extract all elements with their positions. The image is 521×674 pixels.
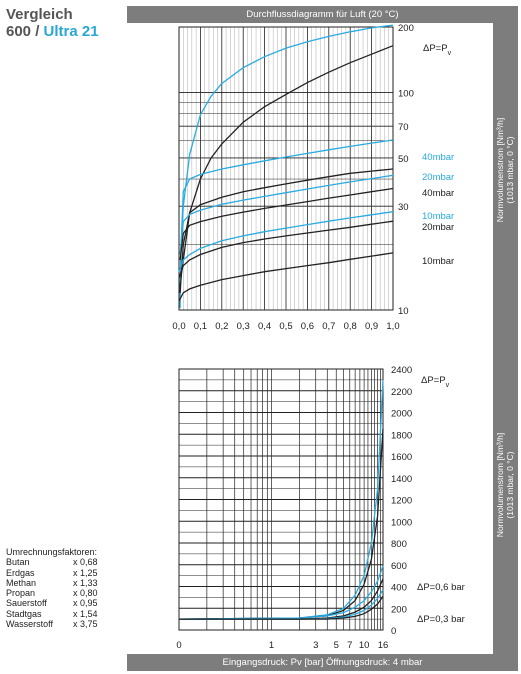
x-tick-label: 0,7 bbox=[322, 321, 335, 332]
x-tick-label: 5 bbox=[334, 640, 339, 651]
x-tick-label: 3 bbox=[313, 640, 318, 651]
factor-gas: Butan bbox=[6, 557, 30, 568]
annotation-label: 20mbar bbox=[422, 222, 454, 233]
y-tick-label: 70 bbox=[398, 122, 409, 133]
y-tick-label: 2200 bbox=[391, 387, 412, 398]
annotation-label: ΔP=0,6 bar bbox=[417, 582, 465, 593]
plot-frame bbox=[178, 368, 384, 631]
top-chart bbox=[178, 24, 394, 311]
annotation-label: ΔP=Pv bbox=[423, 43, 452, 57]
x-tick-label: 0,3 bbox=[237, 321, 250, 332]
series-line bbox=[179, 139, 394, 309]
factor-row: Propan x 0,80 bbox=[6, 588, 98, 598]
y-tick-label: 1800 bbox=[391, 430, 412, 441]
y-tick-label: 1000 bbox=[391, 517, 412, 528]
factor-row: Sauerstoff x 0,95 bbox=[6, 598, 98, 608]
factors-title: Umrechnungsfaktoren: bbox=[6, 547, 98, 557]
factor-row: Wasserstoff x 3,75 bbox=[6, 619, 98, 629]
y-tick-label: 2400 bbox=[391, 365, 412, 376]
heading-accent: Ultra 21 bbox=[43, 23, 99, 40]
y-tick-label: 200 bbox=[391, 604, 407, 615]
y-tick-label: 1400 bbox=[391, 474, 412, 485]
annotation-label: 10mbar bbox=[422, 256, 454, 267]
x-tick-label: 0,1 bbox=[194, 321, 207, 332]
series-line bbox=[178, 565, 384, 620]
annotation-label: 20mbar bbox=[422, 172, 454, 183]
factor-gas: Propan bbox=[6, 588, 36, 599]
series-line bbox=[178, 45, 394, 293]
series-line bbox=[178, 252, 394, 302]
heading-line1: Vergleich bbox=[6, 6, 73, 23]
factor-row: Methan x 1,33 bbox=[6, 578, 98, 588]
y-tick-label: 10 bbox=[398, 306, 409, 317]
bottom-chart bbox=[178, 368, 384, 631]
factor-gas: Methan bbox=[6, 577, 37, 588]
factor-value: x 0,80 bbox=[73, 588, 98, 599]
y-tick-label: 600 bbox=[391, 561, 407, 572]
y-tick-label: 1200 bbox=[391, 496, 412, 507]
factor-gas: Wasserstoff bbox=[6, 619, 54, 630]
series-line bbox=[179, 595, 384, 620]
series-line bbox=[179, 24, 394, 293]
annotation-label: 40mbar bbox=[422, 152, 454, 163]
series-line bbox=[179, 174, 394, 255]
x-tick-label: 0,4 bbox=[258, 321, 271, 332]
x-tick-label: 0,9 bbox=[365, 321, 378, 332]
factor-value: x 1,33 bbox=[73, 577, 98, 588]
factor-value: x 0,68 bbox=[73, 557, 98, 568]
y-tick-label: 800 bbox=[391, 539, 407, 550]
heading-line2: 600 / Ultra 21 bbox=[6, 23, 99, 40]
series-line bbox=[178, 211, 394, 272]
y-tick-label: 1600 bbox=[391, 452, 412, 463]
annotation-label: ΔP=0,3 bar bbox=[417, 614, 465, 625]
page-heading: Vergleich 600 / Ultra 21 bbox=[6, 6, 99, 40]
top-bar-title: Durchflussdiagramm für Luft (20 °C) bbox=[127, 6, 518, 23]
factor-value: x 1,25 bbox=[73, 567, 98, 578]
factor-value: x 3,75 bbox=[73, 619, 98, 630]
plot-frame bbox=[178, 26, 394, 311]
annotation-label: 10mbar bbox=[422, 211, 454, 222]
x-tick-label: 0,0 bbox=[172, 321, 185, 332]
y-tick-label: 50 bbox=[398, 154, 409, 165]
y-tick-label: 0 bbox=[391, 626, 396, 637]
x-tick-label: 0,6 bbox=[301, 321, 314, 332]
x-tick-label: 0 bbox=[176, 640, 181, 651]
annotation-label: 40mbar bbox=[422, 188, 454, 199]
series-line bbox=[179, 168, 394, 293]
x-tick-label: 10 bbox=[359, 640, 370, 651]
heading-prefix: 600 / bbox=[6, 23, 40, 40]
factor-row: Stadtgas x 1,54 bbox=[6, 609, 98, 619]
x-tick-label: 16 bbox=[378, 640, 389, 651]
factor-row: Erdgas x 1,25 bbox=[6, 568, 98, 578]
x-tick-label: 1,0 bbox=[386, 321, 399, 332]
x-tick-label: 0,2 bbox=[215, 321, 228, 332]
y-tick-label: 200 bbox=[398, 23, 414, 34]
x-tick-label: 0,8 bbox=[344, 321, 357, 332]
y-tick-label: 2000 bbox=[391, 409, 412, 420]
y-tick-label: 400 bbox=[391, 583, 407, 594]
factor-value: x 1,54 bbox=[73, 608, 98, 619]
factor-gas: Sauerstoff bbox=[6, 598, 47, 609]
y-tick-label: 100 bbox=[398, 88, 414, 99]
series-line bbox=[179, 187, 394, 260]
x-tick-label: 0,5 bbox=[279, 321, 292, 332]
series-line bbox=[178, 428, 384, 620]
annotation-label: ΔP=Pv bbox=[421, 375, 450, 389]
factor-value: x 0,95 bbox=[73, 598, 98, 609]
factor-row: Butan x 0,68 bbox=[6, 557, 98, 567]
series-line bbox=[179, 589, 384, 620]
factor-gas: Stadtgas bbox=[6, 608, 42, 619]
series-line bbox=[178, 220, 394, 279]
y-tick-label: 30 bbox=[398, 202, 409, 213]
bottom-bar-title: Eingangsdruck: Pv [bar] Öffnungsdruck: 4… bbox=[127, 654, 518, 671]
conversion-factors: Umrechnungsfaktoren: Butan x 0,68 Erdgas x… bbox=[6, 547, 98, 629]
x-tick-label: 7 bbox=[347, 640, 352, 651]
right-side-bar bbox=[493, 23, 518, 654]
x-tick-label: 1 bbox=[269, 640, 274, 651]
factor-gas: Erdgas bbox=[6, 567, 35, 578]
